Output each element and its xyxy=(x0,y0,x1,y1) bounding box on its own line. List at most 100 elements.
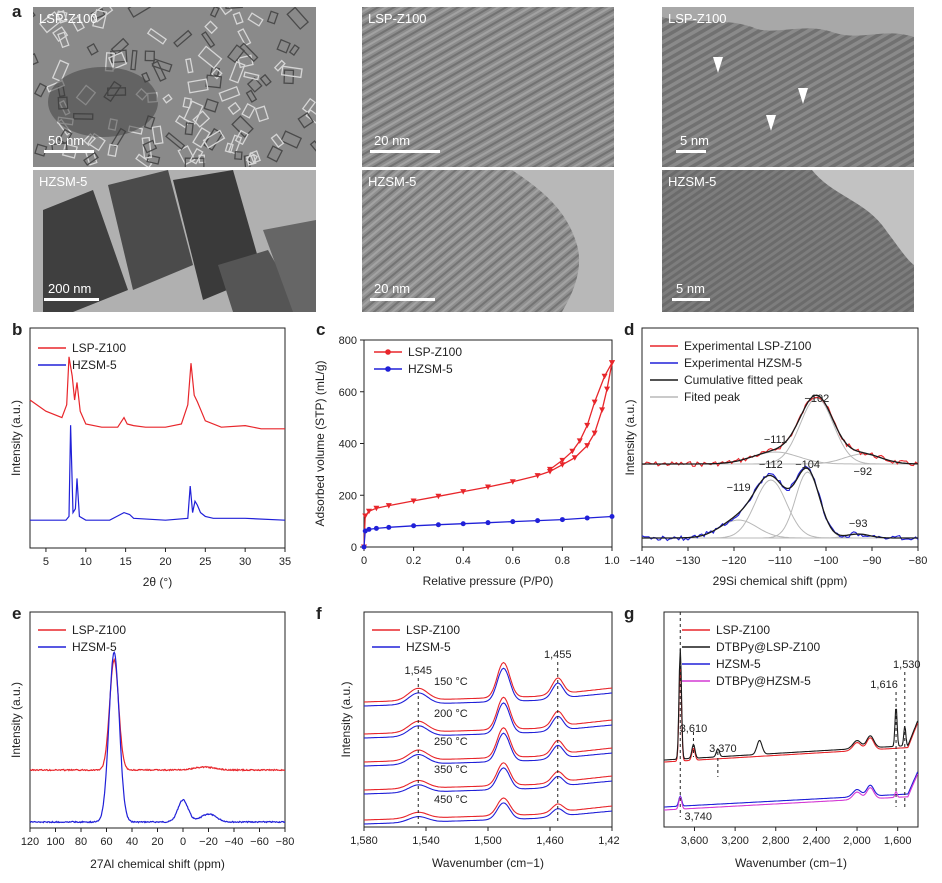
y-tick-label: 800 xyxy=(339,335,357,347)
tem-texture xyxy=(362,7,614,167)
tem-fringe-line xyxy=(362,170,614,312)
tem-particle xyxy=(231,115,254,138)
tem-particle xyxy=(226,44,245,64)
fitted-peak-line xyxy=(642,519,918,539)
data-point xyxy=(373,505,380,512)
tem-sample-label: LSP-Z100 xyxy=(668,11,727,26)
tem-fringe-line xyxy=(362,7,614,167)
zeolite-crystal xyxy=(43,190,128,312)
data-point xyxy=(365,508,372,515)
tem-fringe-line xyxy=(362,7,614,154)
tem-fringe-line xyxy=(662,170,914,312)
tem-particle xyxy=(243,154,252,167)
x-tick-label: 120 xyxy=(21,836,39,848)
tem-particle xyxy=(297,112,315,129)
defect-arrow-icon xyxy=(766,115,776,131)
tem-fringe-line xyxy=(362,7,614,167)
tem-sample-label: HZSM-5 xyxy=(668,174,717,189)
data-point xyxy=(609,513,615,519)
tem-fringe-line xyxy=(362,170,614,312)
tem-particle xyxy=(135,153,153,167)
series-line xyxy=(549,362,613,470)
data-point xyxy=(559,517,565,523)
legend-entry: DTBPy@LSP-Z100 xyxy=(716,640,821,654)
tem-fringe-line xyxy=(662,170,914,312)
tem-fringe-line xyxy=(362,7,614,167)
tem-particle xyxy=(127,7,151,18)
legend-entry: HZSM-5 xyxy=(72,358,117,372)
tem-particle xyxy=(187,78,209,94)
tem-texture xyxy=(33,170,316,312)
tem-fringe-line xyxy=(662,7,914,167)
tem-fringe-line xyxy=(662,7,914,167)
tem-fringe-line xyxy=(362,170,614,312)
tem-particle xyxy=(58,128,73,145)
data-point xyxy=(460,521,466,527)
tem-particle xyxy=(227,101,242,116)
tem-fringe-line xyxy=(362,7,614,167)
x-tick-label: 5 xyxy=(43,556,49,568)
tem-particle xyxy=(254,105,270,123)
y-axis-label: Intensity (a.u.) xyxy=(9,682,23,758)
data-point xyxy=(535,518,541,524)
series-line-LSP-Z100 xyxy=(363,661,613,703)
tem-image: HZSM-5 200 nm xyxy=(33,170,316,312)
tem-particle xyxy=(218,86,241,102)
peak-annotation: 1,455 xyxy=(544,649,572,661)
tem-particle xyxy=(165,131,186,150)
tem-sample-label: LSP-Z100 xyxy=(39,11,98,26)
plot-frame xyxy=(29,611,286,829)
x-tick-label: −110 xyxy=(768,555,792,567)
tem-sample-label: HZSM-5 xyxy=(368,174,417,189)
data-point xyxy=(591,430,598,437)
x-tick-label: 30 xyxy=(239,556,251,568)
temperature-label: 350 °C xyxy=(434,764,468,776)
tem-particle xyxy=(33,7,36,23)
x-tick-label: 40 xyxy=(126,836,138,848)
x-tick-label: 1.0 xyxy=(604,555,619,567)
tem-fringe-line xyxy=(662,170,914,312)
plot-frame xyxy=(29,327,286,549)
tem-fringe-line xyxy=(662,170,914,312)
tem-particle xyxy=(130,49,138,71)
peak-annotation: 1,545 xyxy=(404,665,432,677)
tem-texture xyxy=(362,170,614,312)
data-point xyxy=(584,515,590,521)
data-point xyxy=(569,448,576,455)
x-tick-label: 80 xyxy=(75,836,87,848)
tem-image: LSP-Z100 20 nm xyxy=(362,7,614,167)
series-line-LSP-Z100 xyxy=(29,657,285,772)
tem-fringe-line xyxy=(362,7,614,167)
tem-fringe-line xyxy=(362,170,614,312)
tem-fringe-line xyxy=(362,170,614,312)
tem-fringe-line xyxy=(662,170,914,312)
tem-fringe-line xyxy=(362,85,614,167)
data-point xyxy=(601,373,608,380)
tem-fringe-line xyxy=(362,7,614,167)
tem-fringe-line xyxy=(362,7,614,167)
tem-fringe-line xyxy=(662,7,914,167)
tem-particle xyxy=(177,145,196,166)
tem-fringe-line xyxy=(362,170,614,312)
data-point xyxy=(411,523,417,529)
tem-texture xyxy=(662,7,914,167)
x-tick-label: 2,800 xyxy=(762,835,790,847)
x-tick-label: 1,600 xyxy=(884,835,912,847)
x-tick-label: 3,600 xyxy=(681,835,709,847)
data-point xyxy=(386,524,392,530)
tem-particle xyxy=(86,132,106,152)
tem-fringe-line xyxy=(662,170,914,312)
data-point xyxy=(534,473,541,479)
data-point xyxy=(460,489,467,495)
x-tick-label: 1,420 xyxy=(598,835,620,847)
tem-fringe-line xyxy=(662,170,914,312)
tem-fringe-line xyxy=(362,7,614,167)
legend-marker xyxy=(385,349,391,355)
tem-fringe-line xyxy=(662,7,914,167)
tem-fringe-line xyxy=(362,170,614,312)
x-tick-label: 20 xyxy=(159,556,171,568)
tem-particle xyxy=(245,89,258,103)
legend-marker xyxy=(385,366,391,372)
tem-particle xyxy=(249,150,261,164)
